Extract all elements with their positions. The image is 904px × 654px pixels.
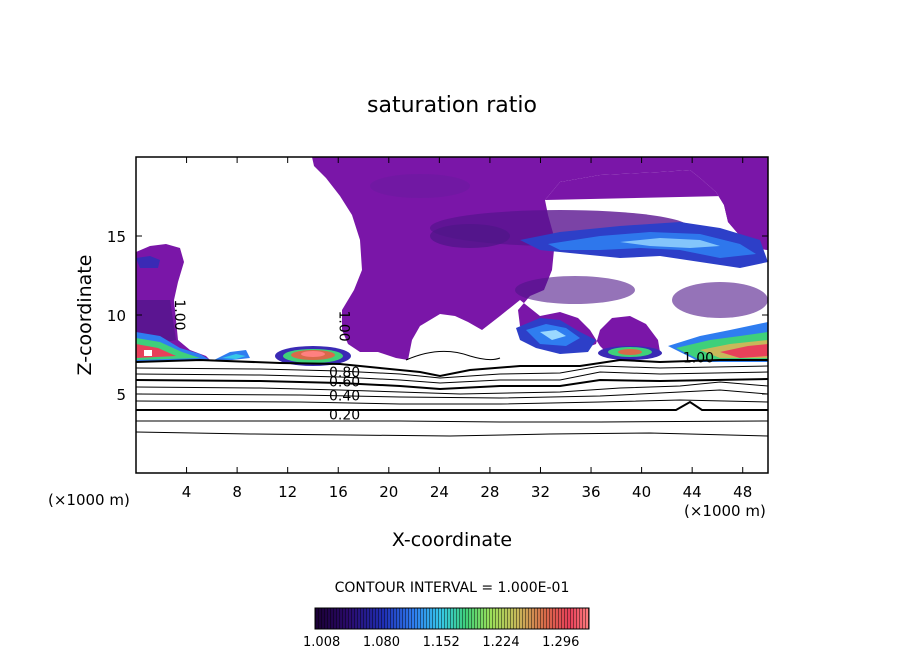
x-unit-left: (×1000 m): [48, 491, 130, 509]
contour-labels: 1.00 1.00 1.00 0.800.600.40 0.20: [171, 299, 714, 424]
x-tick-label: 40: [632, 483, 651, 501]
x-tick-label: 16: [329, 483, 348, 501]
hot-spots: [136, 318, 768, 366]
x-tick-label: 8: [232, 483, 242, 501]
x-tick-label: 24: [430, 483, 449, 501]
blue-streak: [520, 222, 768, 268]
colorbar-tick-label: 1.296: [542, 635, 579, 650]
colorbar: 1.008 1.080 1.152 1.224 1.296: [303, 607, 590, 650]
y-axis-label: Z-coordinate: [74, 255, 96, 376]
x-tick-label: 44: [683, 483, 702, 501]
y-tick-label: 10: [107, 307, 126, 325]
x-unit-right: (×1000 m): [684, 502, 766, 520]
chart-title: saturation ratio: [367, 93, 537, 118]
contour-lines: [136, 350, 768, 437]
contour-interval: CONTOUR INTERVAL = 1.000E-01: [335, 580, 570, 596]
contour-label: 1.00: [683, 351, 714, 367]
saturation-region-main: [312, 157, 768, 360]
x-tick-label: 12: [278, 483, 297, 501]
x-tick-label: 28: [480, 483, 499, 501]
x-tick-label: 20: [379, 483, 398, 501]
y-tick-label: 15: [107, 228, 126, 246]
contour-label: 0.20: [329, 408, 360, 424]
y-axis: 5 10 15: [107, 228, 768, 404]
colorbar-tick-label: 1.008: [303, 635, 340, 650]
x-tick-label: 32: [531, 483, 550, 501]
contour-label: 1.00: [171, 299, 187, 330]
y-tick-label: 5: [116, 386, 126, 404]
colorbar-tick-label: 1.224: [482, 635, 519, 650]
contour-label: 1.00: [336, 310, 352, 341]
x-axis: 4 8 12 16 20 24 28 32 36 40 44 48: [182, 157, 752, 501]
x-tick-label: 48: [733, 483, 752, 501]
colorbar-tick-label: 1.152: [423, 635, 460, 650]
contour-label: 0.60: [329, 374, 360, 390]
x-tick-label: 36: [581, 483, 600, 501]
colorbar-tick-label: 1.080: [363, 635, 400, 650]
contour-label: 0.80: [329, 365, 360, 381]
x-axis-label: X-coordinate: [392, 529, 512, 551]
contour-label: 0.40: [329, 389, 360, 405]
x-tick-label: 4: [182, 483, 192, 501]
plot-area: [136, 157, 768, 473]
